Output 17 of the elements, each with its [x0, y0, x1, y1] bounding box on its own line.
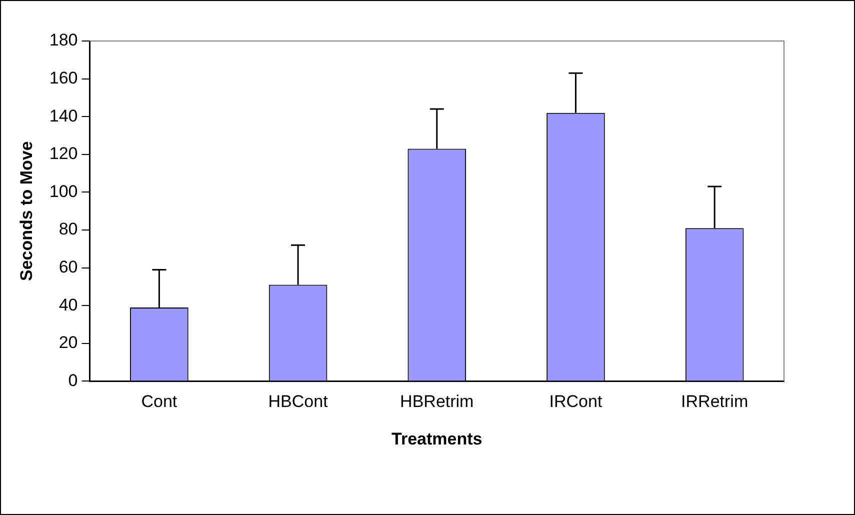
- y-tick-label: 60: [58, 257, 78, 276]
- y-tick-label: 40: [58, 295, 78, 314]
- x-axis-title: Treatments: [392, 429, 482, 448]
- y-tick-label: 120: [49, 144, 78, 164]
- x-tick-label: HBCont: [268, 392, 328, 412]
- y-tick-label: 20: [58, 333, 78, 352]
- x-tick-label: Cont: [141, 392, 178, 412]
- y-tick-label: 140: [49, 106, 78, 126]
- x-tick-label: IRCont: [549, 392, 602, 412]
- y-axis-title: Seconds to Move: [16, 141, 36, 282]
- y-tick-label: 0: [68, 370, 78, 390]
- y-tick-label: 180: [49, 30, 78, 50]
- y-tick-label: 80: [58, 220, 78, 239]
- y-tick-label: 160: [49, 68, 78, 88]
- y-tick-label: 100: [49, 182, 78, 201]
- x-tick-label: HBRetrim: [400, 392, 474, 412]
- x-tick-label: IRRetrim: [681, 392, 748, 412]
